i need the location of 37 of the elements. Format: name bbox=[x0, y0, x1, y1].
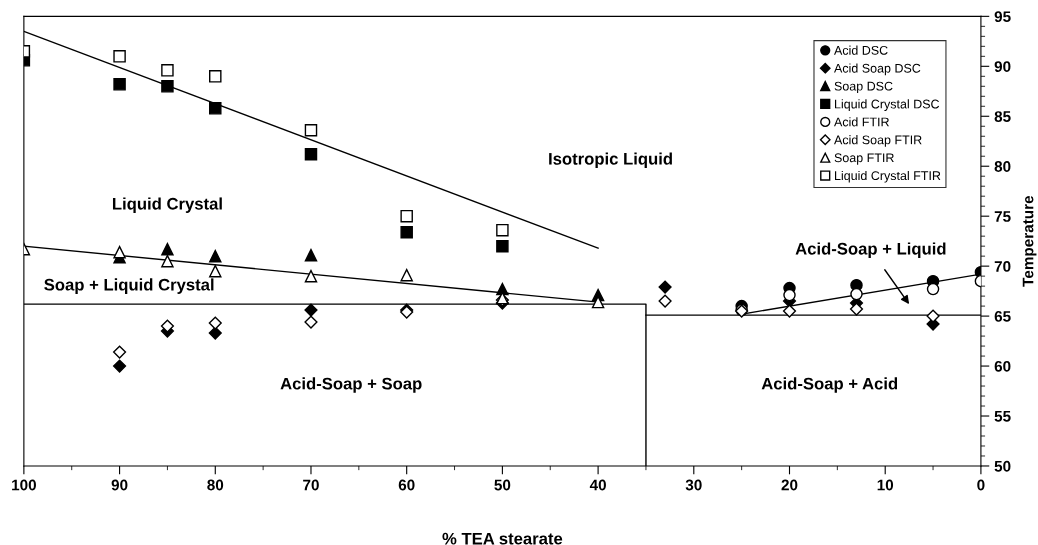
x-tick-label: 90 bbox=[111, 479, 128, 491]
y-tick-label: 90 bbox=[994, 61, 1011, 72]
annotation: Acid-Soap + Soap bbox=[280, 377, 422, 393]
annotation: Liquid Crystal bbox=[112, 197, 222, 213]
y-tick-label: 65 bbox=[994, 310, 1011, 322]
x-tick-label: 60 bbox=[398, 479, 415, 491]
legend-label: Liquid Crystal FTIR bbox=[835, 170, 941, 183]
annotation: Isotropic Liquid bbox=[549, 152, 672, 168]
x-tick-label: 10 bbox=[877, 479, 894, 491]
legend-label: Soap FTIR bbox=[834, 153, 894, 165]
y-tick-label: 70 bbox=[994, 261, 1011, 272]
legend-label: Soap DSC bbox=[834, 81, 893, 94]
x-tick-label: 100 bbox=[12, 479, 36, 491]
legend-label: Acid FTIR bbox=[834, 117, 889, 127]
y-axis-title: Temperature bbox=[1022, 195, 1037, 287]
y-tick-label: 75 bbox=[994, 211, 1011, 222]
y-tick-label: 80 bbox=[994, 161, 1011, 172]
x-tick-label: 70 bbox=[303, 479, 319, 491]
x-tick-label: 40 bbox=[589, 479, 606, 491]
x-axis-title: % TEA stearate bbox=[442, 532, 563, 545]
x-tick-label: 80 bbox=[207, 479, 224, 491]
legend-label: Acid DSC bbox=[834, 45, 888, 55]
y-tick-label: 95 bbox=[994, 11, 1011, 23]
legend-label: Liquid Crystal DSC bbox=[835, 99, 940, 111]
y-tick-label: 50 bbox=[994, 460, 1011, 472]
x-tick-label: 0 bbox=[977, 479, 985, 491]
annotation: Acid-Soap + Liquid bbox=[795, 242, 946, 258]
legend-label: Acid Soap FTIR bbox=[834, 135, 922, 147]
y-tick-label: 85 bbox=[994, 111, 1011, 122]
x-tick-label: 20 bbox=[781, 479, 798, 491]
annotation: Soap + Liquid Crystal bbox=[44, 278, 214, 294]
x-tick-label: 50 bbox=[494, 479, 511, 491]
y-tick-label: 55 bbox=[994, 411, 1011, 422]
annotation: Acid-Soap + Acid bbox=[761, 377, 898, 393]
legend-label: Acid Soap DSC bbox=[834, 63, 921, 76]
x-tick-label: 30 bbox=[685, 479, 702, 491]
y-tick-label: 60 bbox=[994, 360, 1011, 372]
